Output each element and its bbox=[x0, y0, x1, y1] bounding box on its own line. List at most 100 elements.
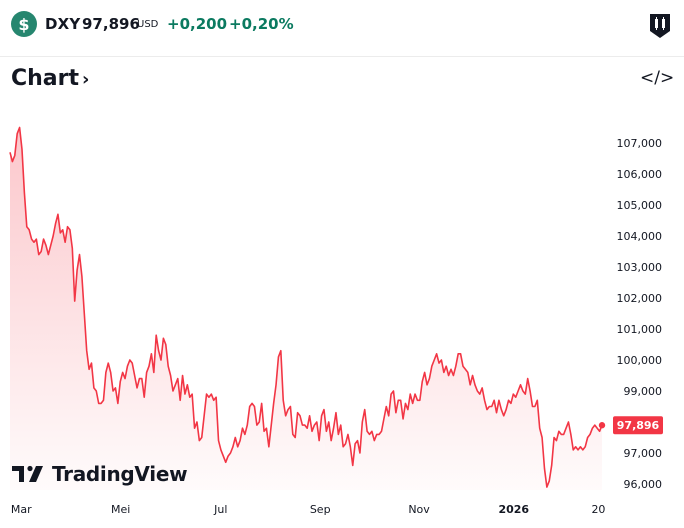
data-point bbox=[355, 443, 356, 444]
data-point bbox=[426, 384, 427, 385]
data-point bbox=[235, 437, 236, 438]
tradingview-logo-icon bbox=[12, 465, 43, 482]
data-point bbox=[259, 421, 260, 422]
data-point bbox=[450, 369, 451, 370]
y-tick-label: 99,000 bbox=[624, 385, 663, 398]
data-point bbox=[120, 381, 121, 382]
y-tick-label: 97,000 bbox=[624, 447, 663, 460]
chevron-right-icon: › bbox=[82, 69, 90, 90]
data-point bbox=[180, 400, 181, 401]
data-point bbox=[472, 375, 473, 376]
data-point bbox=[556, 440, 557, 441]
data-point bbox=[26, 226, 27, 227]
data-point bbox=[311, 431, 312, 432]
data-point bbox=[438, 363, 439, 364]
data-point bbox=[335, 412, 336, 413]
y-tick-label: 96,000 bbox=[624, 478, 663, 491]
y-tick-label: 104,000 bbox=[617, 230, 663, 243]
data-point bbox=[364, 409, 365, 410]
data-point bbox=[537, 400, 538, 401]
code-icon[interactable]: </> bbox=[640, 68, 675, 88]
data-point bbox=[376, 434, 377, 435]
data-point bbox=[105, 372, 106, 373]
data-point bbox=[405, 403, 406, 404]
data-point bbox=[192, 394, 193, 395]
data-point bbox=[132, 363, 133, 364]
data-point bbox=[55, 223, 56, 224]
data-point bbox=[43, 239, 44, 240]
data-point bbox=[271, 425, 272, 426]
data-point bbox=[21, 149, 22, 150]
x-tick-label: Jul bbox=[213, 503, 227, 516]
data-point bbox=[33, 242, 34, 243]
data-point bbox=[309, 415, 310, 416]
data-point bbox=[237, 446, 238, 447]
data-point bbox=[410, 394, 411, 395]
data-point bbox=[357, 440, 358, 441]
data-point bbox=[350, 446, 351, 447]
data-point bbox=[577, 449, 578, 450]
data-point bbox=[14, 155, 15, 156]
data-point bbox=[196, 421, 197, 422]
data-point bbox=[50, 245, 51, 246]
tradingview-logo[interactable]: TradingView bbox=[12, 461, 188, 487]
data-point bbox=[508, 400, 509, 401]
x-tick-label: 2026 bbox=[498, 503, 529, 516]
data-point bbox=[597, 428, 598, 429]
dollar-logo-icon: $ bbox=[11, 11, 37, 37]
data-point bbox=[19, 127, 20, 128]
data-point bbox=[379, 434, 380, 435]
data-point bbox=[160, 359, 161, 360]
data-point bbox=[69, 229, 70, 230]
data-point bbox=[223, 456, 224, 457]
data-point bbox=[515, 397, 516, 398]
data-point bbox=[594, 425, 595, 426]
data-point bbox=[479, 394, 480, 395]
data-point bbox=[518, 390, 519, 391]
data-point bbox=[60, 232, 61, 233]
data-point bbox=[216, 397, 217, 398]
data-point bbox=[501, 409, 502, 410]
data-point bbox=[446, 366, 447, 367]
data-point bbox=[108, 363, 109, 364]
data-point bbox=[141, 378, 142, 379]
data-point bbox=[136, 387, 137, 388]
data-point bbox=[563, 434, 564, 435]
data-point bbox=[182, 375, 183, 376]
price-change: +0,200 bbox=[167, 15, 228, 33]
data-point bbox=[589, 434, 590, 435]
data-point bbox=[402, 418, 403, 419]
data-point bbox=[263, 431, 264, 432]
y-tick-label: 100,000 bbox=[617, 354, 663, 367]
data-point bbox=[458, 353, 459, 354]
data-point bbox=[530, 390, 531, 391]
symbol-name[interactable]: DXY bbox=[45, 15, 81, 33]
data-point bbox=[38, 254, 39, 255]
x-tick-label: Nov bbox=[408, 503, 430, 516]
data-point bbox=[295, 437, 296, 438]
data-point bbox=[522, 390, 523, 391]
last-price-dot bbox=[598, 422, 606, 429]
data-point bbox=[280, 350, 281, 351]
data-point bbox=[53, 235, 54, 236]
chart-title[interactable]: Chart › bbox=[11, 66, 89, 91]
data-point bbox=[194, 428, 195, 429]
data-point bbox=[503, 415, 504, 416]
data-point bbox=[62, 229, 63, 230]
data-point bbox=[228, 456, 229, 457]
data-point bbox=[275, 384, 276, 385]
data-point bbox=[302, 425, 303, 426]
data-point bbox=[558, 431, 559, 432]
data-point bbox=[436, 353, 437, 354]
data-point bbox=[12, 161, 13, 162]
data-point bbox=[98, 403, 99, 404]
data-point bbox=[96, 390, 97, 391]
data-point bbox=[163, 338, 164, 339]
tradingview-logo-text: TradingView bbox=[52, 462, 188, 486]
data-point bbox=[283, 400, 284, 401]
data-point bbox=[551, 465, 552, 466]
data-point bbox=[326, 431, 327, 432]
data-point bbox=[338, 434, 339, 435]
tradingview-badge-icon[interactable] bbox=[648, 11, 672, 39]
data-point bbox=[112, 390, 113, 391]
